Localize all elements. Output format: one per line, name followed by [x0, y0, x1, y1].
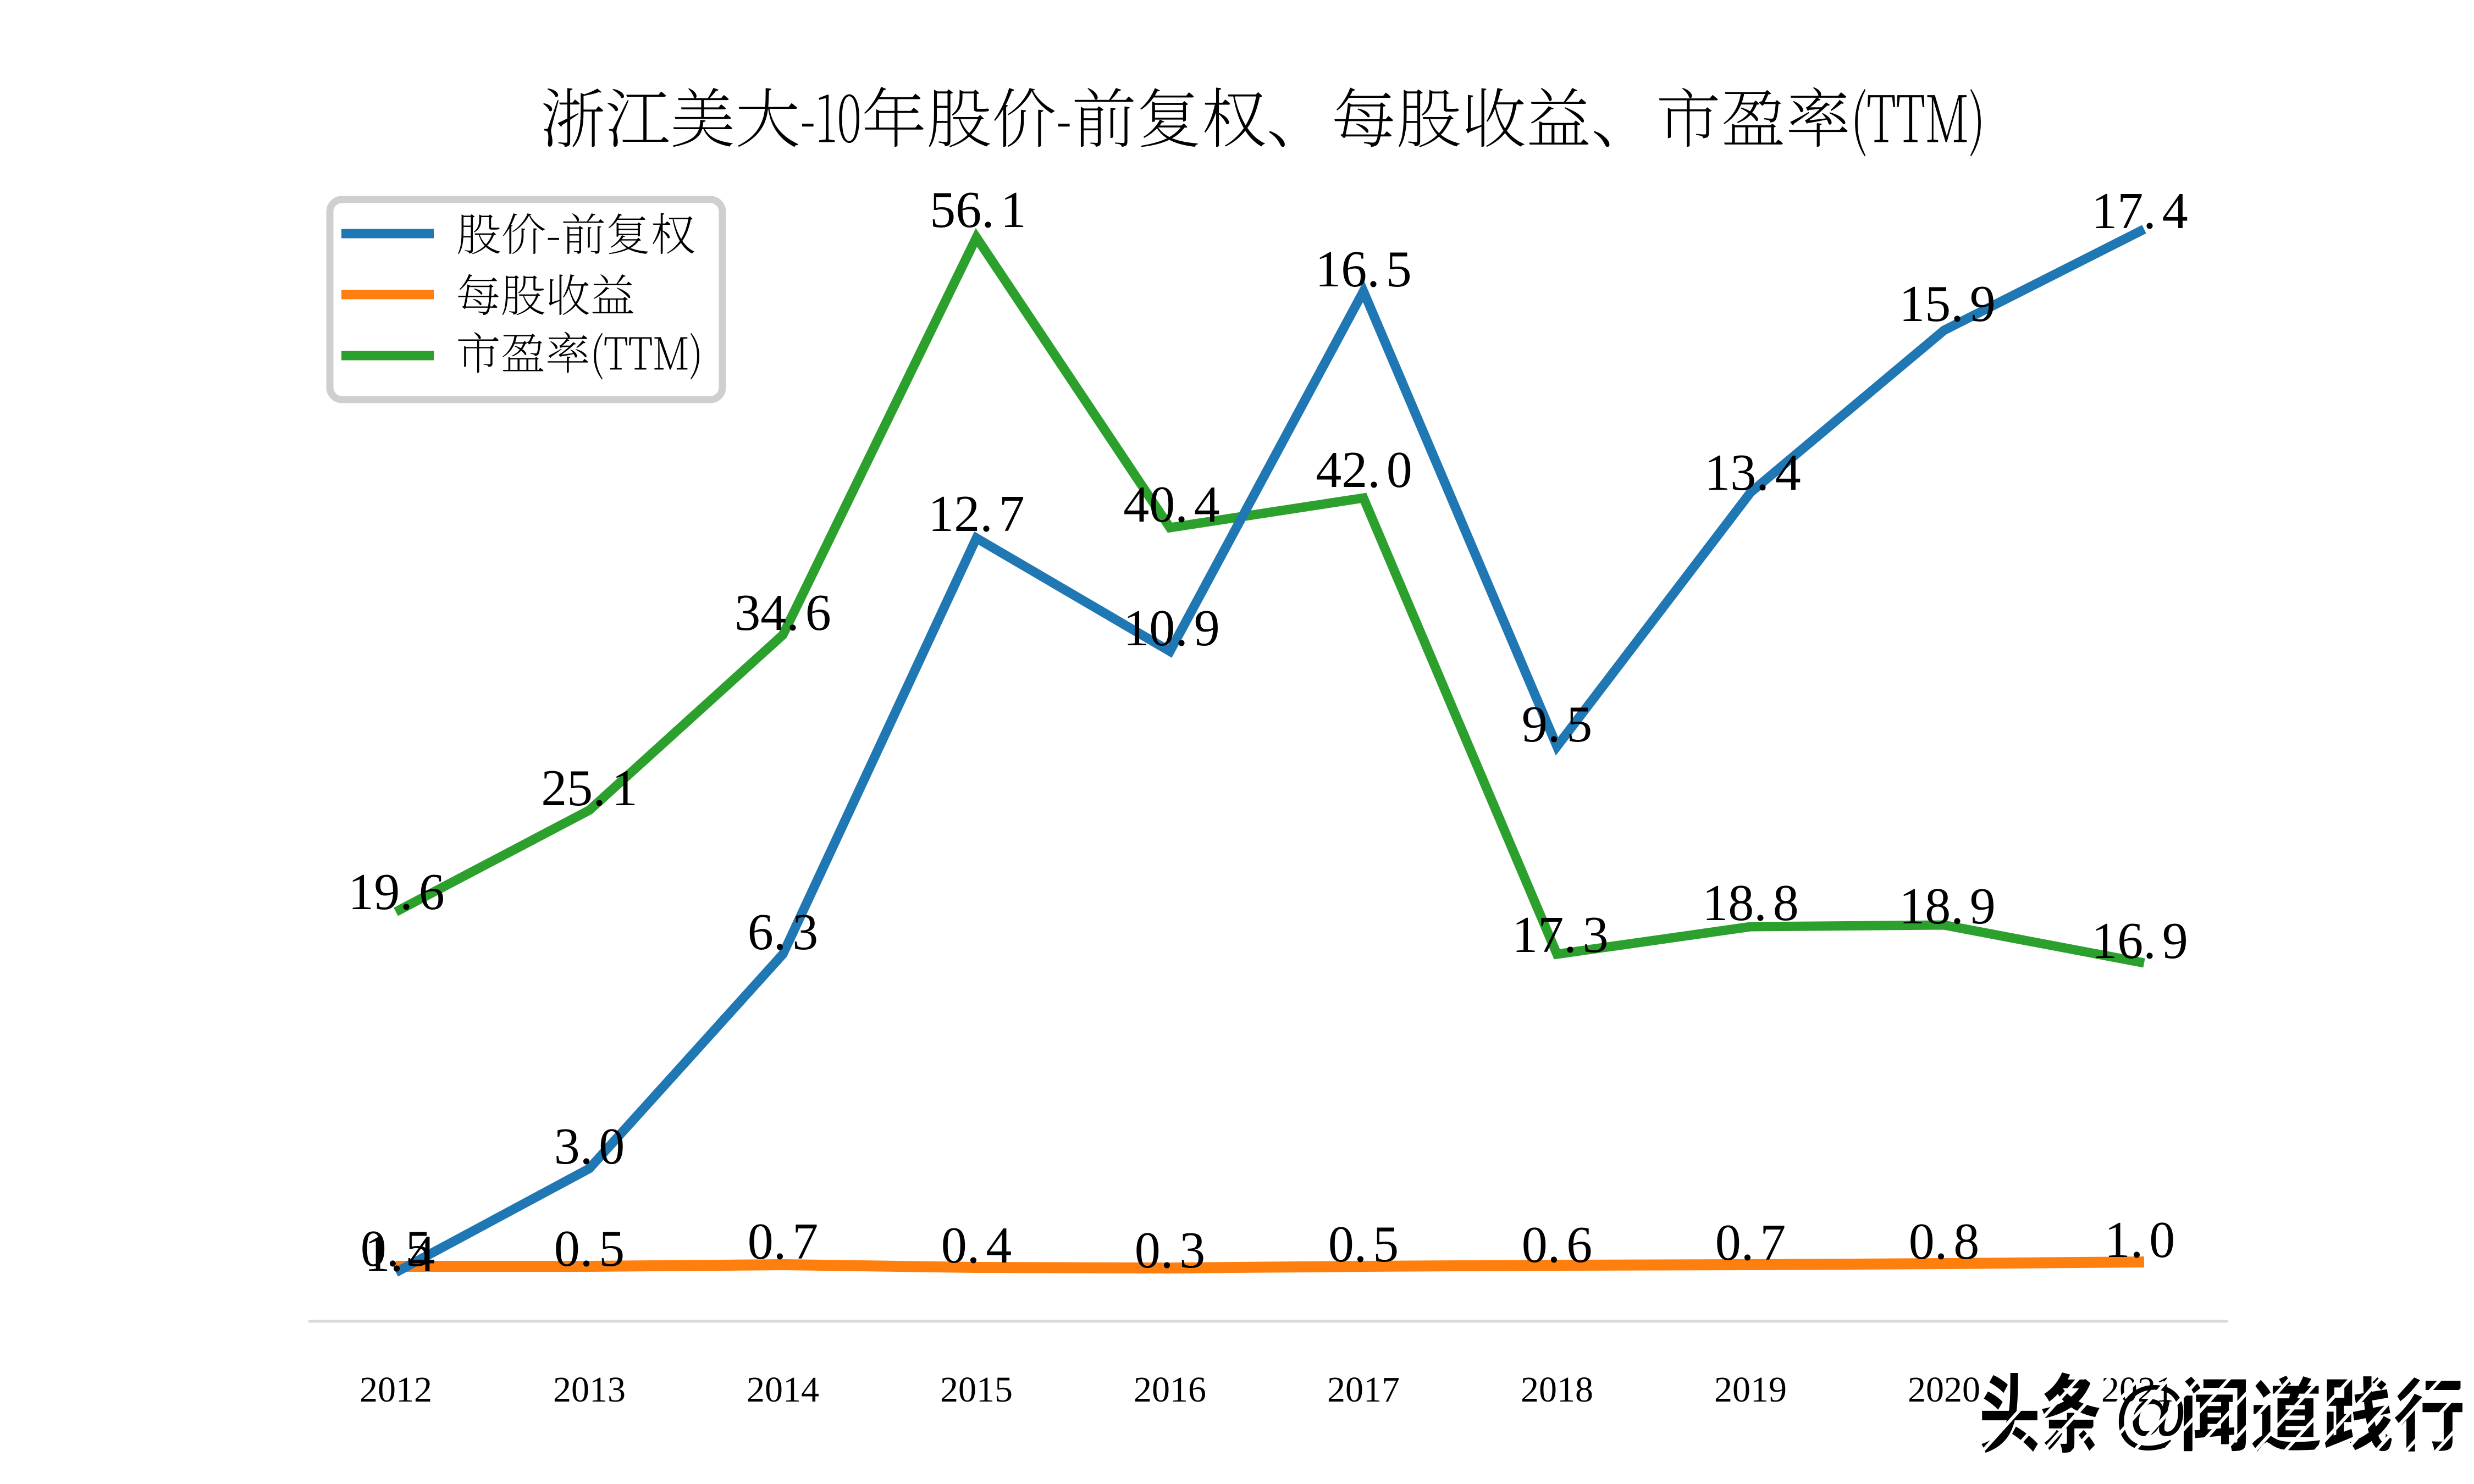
svg-text:18.9: 18. 9 — [1899, 878, 1996, 935]
svg-text:15.9: 15. 9 — [1899, 275, 1996, 333]
svg-text:25.1: 25. 1 — [541, 760, 638, 817]
svg-text:13.4: 13. 4 — [1704, 444, 1801, 501]
svg-text:0.4: 0. 4 — [941, 1217, 1012, 1274]
svg-text:16.9: 16. 9 — [2091, 912, 2188, 970]
svg-text:17.3: 17. 3 — [1512, 906, 1609, 964]
svg-text:56.1: 56. 1 — [930, 181, 1026, 239]
svg-text:0.5: 0. 5 — [361, 1220, 432, 1277]
svg-text:2021: 2021 — [2101, 1370, 2174, 1410]
svg-text:16.5: 16. 5 — [1315, 241, 1412, 298]
svg-text:0.7: 0. 7 — [748, 1213, 819, 1270]
svg-text:0.5: 0. 5 — [554, 1220, 625, 1277]
svg-text:2013: 2013 — [553, 1370, 626, 1410]
svg-text:19.6: 19. 6 — [348, 863, 445, 921]
svg-text:2012: 2012 — [360, 1370, 432, 1410]
svg-text:2014: 2014 — [747, 1370, 819, 1410]
svg-text:2017: 2017 — [1327, 1370, 1400, 1410]
svg-text:10.9: 10. 9 — [1123, 600, 1220, 657]
svg-text:9.5: 9. 5 — [1522, 696, 1593, 753]
svg-text:17.4: 17. 4 — [2091, 182, 2188, 240]
svg-text:12.7: 12. 7 — [928, 485, 1025, 542]
svg-text:0.3: 0. 3 — [1135, 1222, 1206, 1279]
svg-text:1.0: 1. 0 — [2105, 1211, 2175, 1269]
svg-text:42.0: 42. 0 — [1316, 441, 1412, 499]
svg-text:40.4: 40. 4 — [1123, 476, 1220, 533]
svg-text:@: @ — [2113, 1372, 2190, 1457]
svg-text:6.3: 6. 3 — [748, 904, 819, 961]
svg-text:1.4: 1. 4 — [365, 1225, 435, 1282]
svg-text:0.5: 0. 5 — [1328, 1216, 1399, 1273]
svg-text:0.8: 0. 8 — [1909, 1213, 1980, 1270]
svg-text:34.6: 34. 6 — [735, 584, 831, 641]
svg-text:3.0: 3. 0 — [554, 1118, 625, 1175]
svg-text:2020: 2020 — [1908, 1370, 1980, 1410]
svg-text:2018: 2018 — [1521, 1370, 1593, 1410]
svg-text:2019: 2019 — [1714, 1370, 1787, 1410]
svg-text:2016: 2016 — [1134, 1370, 1206, 1410]
svg-text:2015: 2015 — [940, 1370, 1013, 1410]
svg-text:0.7: 0. 7 — [1715, 1214, 1786, 1271]
svg-text:0.6: 0. 6 — [1522, 1216, 1593, 1273]
svg-text:18.8: 18. 8 — [1702, 874, 1799, 932]
